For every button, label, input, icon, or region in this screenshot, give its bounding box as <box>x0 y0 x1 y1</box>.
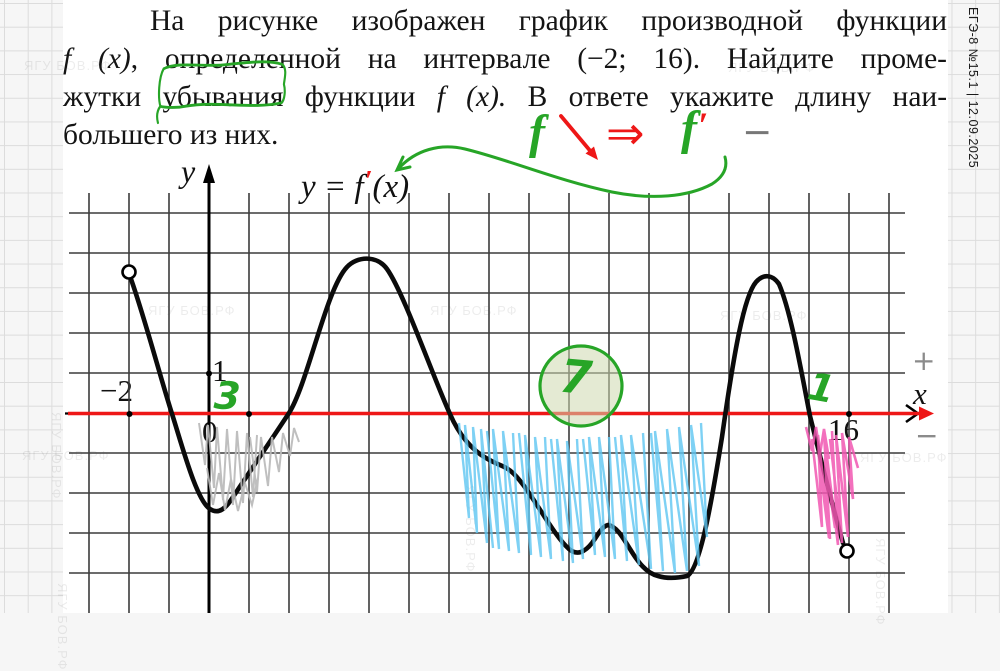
problem-text: большего из них. <box>63 119 279 151</box>
margin-caption: ЕГЭ-8 №15.1 | 12.09.2025 <box>966 7 980 169</box>
watermark: ЯГУ БОВ.РФ <box>24 58 112 73</box>
problem-line-4: большего из них. <box>63 116 947 154</box>
watermark: ЯГУ БОВ.РФ <box>463 485 478 573</box>
math-f-of-x: f (x). <box>436 81 507 113</box>
boxed-word: убывания <box>162 81 284 113</box>
problem-text: функции <box>304 81 416 113</box>
watermark: ЯГУ БОВ.РФ <box>860 450 948 465</box>
implies-arrow: ⇒ <box>606 106 645 160</box>
watermark: ЯГУ БОВ.РФ <box>22 448 110 463</box>
handwritten-f2: f <box>681 102 697 155</box>
tick-label-0: 0 <box>202 414 218 449</box>
watermark: ЯГУ БОВ.РФ <box>148 303 236 318</box>
problem-text: , определенной на интервале (−2; 16). На… <box>130 43 947 75</box>
green-length-3: 3 <box>212 373 242 419</box>
watermark: ЯГУ БОВ.РФ <box>430 303 518 318</box>
watermark: ЯГУ БОВ.РФ <box>55 583 70 671</box>
math-f-of-x: f (x) <box>63 43 131 75</box>
red-prime-mark: ′ <box>697 105 709 145</box>
green-length-7: 7 <box>557 348 595 406</box>
problem-text: На рисунке изображен график производной … <box>150 5 947 37</box>
problem-statement: На рисунке изображен график производной … <box>63 2 947 154</box>
problem-line-3: жутки убывания функции f (x). В ответе у… <box>63 60 948 125</box>
red-prime-mark: ′ <box>364 166 373 197</box>
y-axis-label: y <box>181 153 196 189</box>
boxed-word-wrap: убывания <box>156 60 287 125</box>
watermark: ЯГУ БОВ.РФ <box>720 308 808 323</box>
x-axis-label: x <box>913 376 927 411</box>
graph-title-right: (x) <box>372 169 410 205</box>
plus-sign-label: + <box>912 344 936 377</box>
tick-label-neg2: −2 <box>100 373 133 408</box>
watermark: ЯГУ БОВ.РФ <box>49 412 64 500</box>
tick-label-16: 16 <box>828 412 859 447</box>
graph-title-left: y = f <box>301 169 364 205</box>
handwritten-f-prime: f′ <box>681 101 708 156</box>
handwritten-f: f <box>529 106 545 159</box>
minus-sign-label: − <box>915 419 939 452</box>
watermark: ЯГУ БОВ.РФ <box>873 538 888 626</box>
problem-text: жутки <box>63 81 142 113</box>
minus-sign-note: − <box>742 112 773 153</box>
watermark: ЯГУ БОВ.РФ <box>728 60 816 75</box>
problem-text: В ответе укажите длину наи- <box>527 81 948 113</box>
graph-title: y = f′(x) <box>301 166 410 206</box>
problem-line-1: На рисунке изображен график производной … <box>150 2 947 40</box>
